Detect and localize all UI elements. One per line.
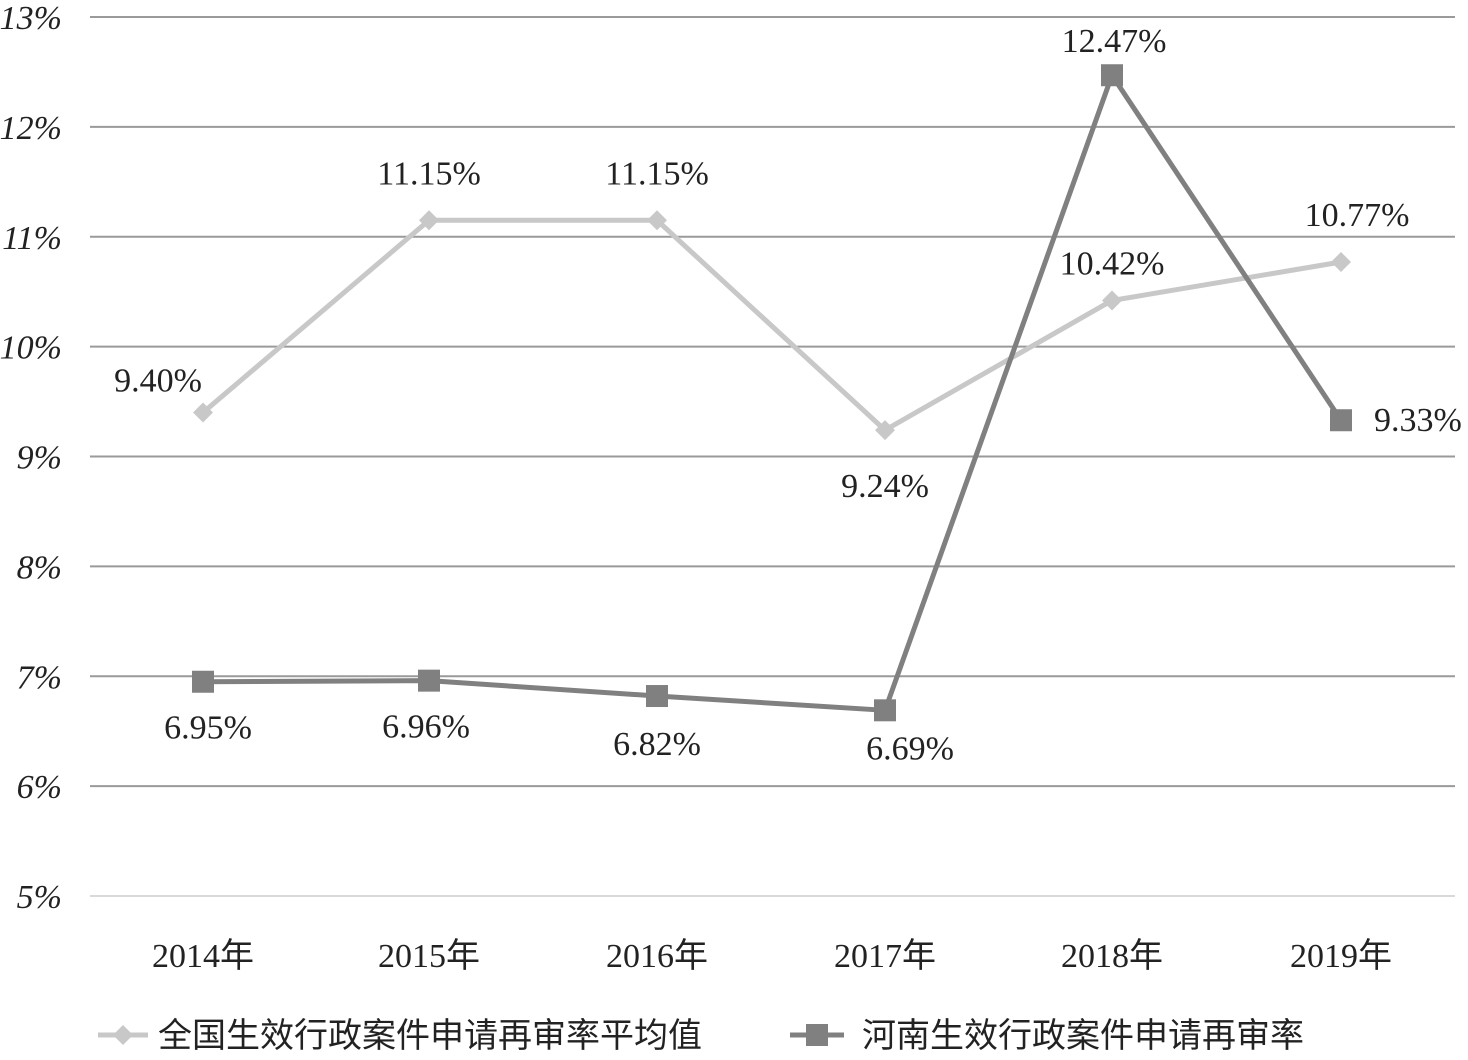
x-tick-label: 2019年 [1290,937,1392,975]
legend-square-marker [806,1024,828,1046]
data-label: 6.96% [382,709,470,746]
diamond-marker [1102,290,1122,311]
legend-diamond-marker [113,1025,133,1045]
diamond-marker [419,210,439,231]
y-tick-label: 6% [17,769,62,806]
square-marker [192,670,214,693]
data-label: 11.15% [605,155,709,192]
data-label: 10.42% [1060,245,1165,282]
y-tick-label: 5% [17,879,62,916]
diamond-marker [193,402,213,423]
data-label: 9.40% [114,363,202,400]
diamond-marker [1331,252,1351,273]
square-marker [874,699,896,722]
y-axis: 5% 6% 7% 8% 9% 10% 11% 12% 13% [0,0,62,916]
series-group [192,64,1352,722]
gridlines [90,16,1455,897]
square-marker [646,685,668,708]
square-marker [1330,409,1352,432]
square-marker [1101,64,1123,87]
y-tick-label: 8% [17,549,62,586]
data-label: 6.82% [613,726,701,763]
data-labels: 9.40% 11.15% 11.15% 9.24% 10.42% 10.77% 6.95% 6… [114,23,1462,767]
data-label: 12.47% [1062,23,1167,60]
x-tick-label: 2018年 [1061,937,1163,975]
data-label: 11.15% [377,155,481,192]
y-tick-label: 10% [0,330,62,367]
data-label: 9.24% [841,468,929,505]
square-marker [418,669,440,692]
x-tick-label: 2017年 [834,937,936,975]
x-tick-label: 2014年 [152,937,254,975]
data-label: 6.95% [164,710,252,747]
legend-label: 河南生效行政案件申请再审率 [862,1017,1304,1055]
x-tick-label: 2016年 [606,937,708,975]
diamond-marker [875,420,895,441]
data-label: 10.77% [1305,197,1410,234]
legend: 全国生效行政案件申请再审率平均值 河南生效行政案件申请再审率 [98,1017,1304,1055]
series-line-2 [202,72,1344,713]
y-tick-label: 7% [17,659,62,696]
x-axis: 2014年 2015年 2016年 2017年 2018年 2019年 [152,937,1392,975]
diamond-marker [647,210,667,231]
legend-label: 全国生效行政案件申请再审率平均值 [158,1017,702,1055]
y-tick-label: 9% [17,440,62,477]
y-tick-label: 12% [0,110,62,147]
series-line-1 [201,217,1342,433]
y-tick-label: 11% [2,220,62,257]
data-label: 6.69% [866,730,954,767]
x-tick-label: 2015年 [378,937,480,975]
data-label: 9.33% [1374,402,1462,439]
y-tick-label: 13% [0,0,62,37]
